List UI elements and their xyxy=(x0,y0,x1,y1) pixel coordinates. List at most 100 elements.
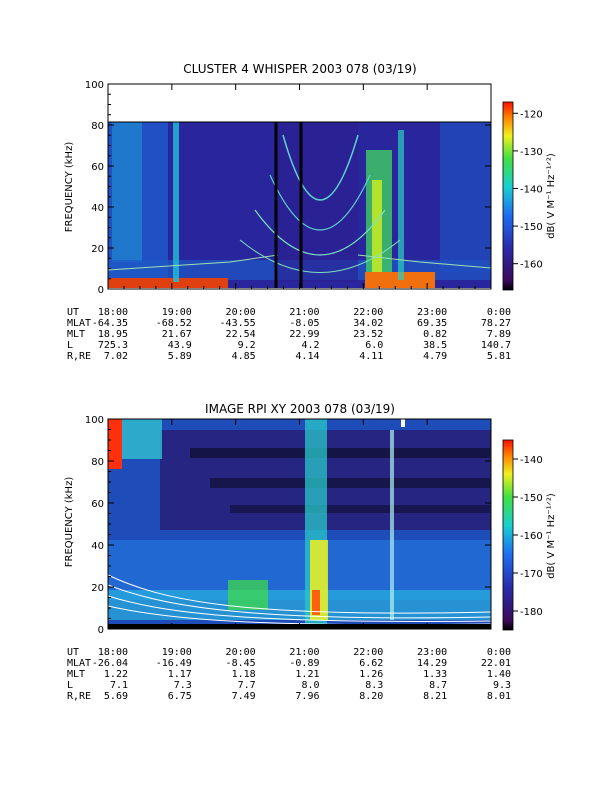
ephemeris-value: 0:00 xyxy=(487,307,511,318)
ephemeris-value: 23.52 xyxy=(353,329,383,340)
harmonic-arc-4 xyxy=(239,239,401,273)
y-tick-label: 100 xyxy=(85,415,104,426)
panel-title: CLUSTER 4 WHISPER 2003 078 (03/19) xyxy=(183,62,416,76)
y-tick-label: 40 xyxy=(91,541,104,552)
ephemeris-value: 6.62 xyxy=(359,658,383,669)
ephemeris-value: 4.85 xyxy=(232,351,256,362)
colorbar-tick-label: -160 xyxy=(520,531,543,542)
ephemeris-row-label: UT xyxy=(67,647,79,658)
ephemeris-value: 21.67 xyxy=(162,329,192,340)
colorbar-tick-label: -160 xyxy=(520,260,543,271)
ephemeris-value: 5.81 xyxy=(487,351,511,362)
ephemeris-value: -26.04 xyxy=(92,658,128,669)
ephemeris-value: 22:00 xyxy=(353,647,383,658)
y-axis-ticks: 0 20 40 60 80 100 xyxy=(85,415,491,636)
ephemeris-value: 6.0 xyxy=(365,340,383,351)
colorbar-tick-label: -140 xyxy=(520,455,543,466)
ephemeris-value: 18:00 xyxy=(98,307,128,318)
ephemeris-value: -43.55 xyxy=(220,318,256,329)
ephemeris-value: 4.79 xyxy=(423,351,447,362)
colorbar-ticks: -120 -130 -140 -150 -160 xyxy=(513,109,543,271)
plasmasphere-region xyxy=(278,122,358,282)
ephemeris-value: 7.96 xyxy=(295,691,319,702)
ephemeris-value: 1.26 xyxy=(359,669,383,680)
ephemeris-row-label: L xyxy=(67,680,73,691)
upper-hybrid-line xyxy=(107,254,492,271)
ephemeris-table: UT 18:00 19:00 20:00 21:00 22:00 23:00 0:00 MLAT… xyxy=(67,307,511,362)
ephemeris-value: -68.52 xyxy=(156,318,192,329)
ephemeris-value: 78.27 xyxy=(481,318,511,329)
ephemeris-value: 4.14 xyxy=(295,351,319,362)
ephemeris-row-label: L xyxy=(67,340,73,351)
vertical-streak xyxy=(390,430,394,620)
ephemeris-value: 21:00 xyxy=(289,647,319,658)
colorbar-label: dB( V M⁻¹ Hz⁻¹ᐟ²) xyxy=(546,153,557,239)
ephemeris-row-label: MLAT xyxy=(67,318,91,329)
ephemeris-value: 7.1 xyxy=(110,680,128,691)
ephemeris-value: -8.05 xyxy=(289,318,319,329)
colorbar-label: dB( V M⁻¹ Hz⁻¹ᐟ²) xyxy=(546,493,557,579)
ephemeris-row-label: MLT xyxy=(67,329,85,340)
ephemeris-value: 19:00 xyxy=(162,647,192,658)
emission-spike-1 xyxy=(173,122,179,282)
ephemeris-value: 0:00 xyxy=(487,647,511,658)
colorbar xyxy=(502,101,514,291)
ephemeris-value: 4.2 xyxy=(301,340,319,351)
y-tick-label: 40 xyxy=(91,203,104,214)
ephemeris-value: 19:00 xyxy=(162,307,192,318)
emission-column-core xyxy=(372,180,382,272)
dark-band-3 xyxy=(230,505,490,513)
ephemeris-value: 8.3 xyxy=(365,680,383,691)
harmonic-arc-2 xyxy=(269,174,371,231)
ephemeris-value: 21:00 xyxy=(289,307,319,318)
spectrogram-1 xyxy=(107,100,492,288)
ephemeris-value: 22.54 xyxy=(226,329,256,340)
left-edge-emission xyxy=(108,419,122,469)
ephemeris-value: 6.75 xyxy=(168,691,192,702)
ephemeris-value: -16.49 xyxy=(156,658,192,669)
ephemeris-value: 725.3 xyxy=(98,340,128,351)
hot-strip-left xyxy=(108,278,228,288)
ephemeris-row-label: R,RE xyxy=(67,351,91,362)
x-axis-ticks xyxy=(107,84,492,289)
ephemeris-value: 7.49 xyxy=(232,691,256,702)
white-dot xyxy=(401,419,405,427)
ephemeris-value: 140.7 xyxy=(481,340,511,351)
ephemeris-value: 9.2 xyxy=(238,340,256,351)
ephemeris-row-label: R,RE xyxy=(67,691,91,702)
ephemeris-value: 34.02 xyxy=(353,318,383,329)
y-tick-label: 0 xyxy=(98,285,104,296)
ephemeris-value: 8.21 xyxy=(423,691,447,702)
bg-left-band-2 xyxy=(112,122,142,262)
x-axis-ticks xyxy=(107,419,492,629)
y-tick-label: 100 xyxy=(85,80,104,91)
ephemeris-value: 43.9 xyxy=(168,340,192,351)
ephemeris-value: 20:00 xyxy=(226,307,256,318)
model-curve-2 xyxy=(107,584,492,619)
ephemeris-value: -8.45 xyxy=(226,658,256,669)
ephemeris-value: 5.69 xyxy=(104,691,128,702)
colorbar-ticks: -140 -150 -160 -170 -180 xyxy=(513,455,543,618)
harmonic-arc-3 xyxy=(254,209,386,256)
spectrogram-2 xyxy=(107,419,492,629)
ephemeris-value: 5.89 xyxy=(168,351,192,362)
ephemeris-value: 1.21 xyxy=(295,669,319,680)
bg-right-band xyxy=(440,122,491,272)
ephemeris-value: 1.17 xyxy=(168,669,192,680)
colorbar-tick-label: -150 xyxy=(520,222,543,233)
colorbar xyxy=(502,439,514,631)
ephemeris-value: 0.82 xyxy=(423,329,447,340)
harmonic-arc-1 xyxy=(282,134,359,201)
ephemeris-value: 7.89 xyxy=(487,329,511,340)
ephemeris-value: -64.35 xyxy=(92,318,128,329)
ephemeris-value: 8.0 xyxy=(301,680,319,691)
ephemeris-value: 8.20 xyxy=(359,691,383,702)
y-tick-label: 60 xyxy=(91,162,104,173)
ephemeris-value: 1.22 xyxy=(104,669,128,680)
colorbar-tick-label: -140 xyxy=(520,184,543,195)
dark-band-1 xyxy=(190,448,490,458)
mid-emission-patch xyxy=(228,580,268,610)
left-edge-emission-2 xyxy=(122,419,162,459)
ephemeris-value: 38.5 xyxy=(423,340,447,351)
ephemeris-row-label: MLAT xyxy=(67,658,91,669)
